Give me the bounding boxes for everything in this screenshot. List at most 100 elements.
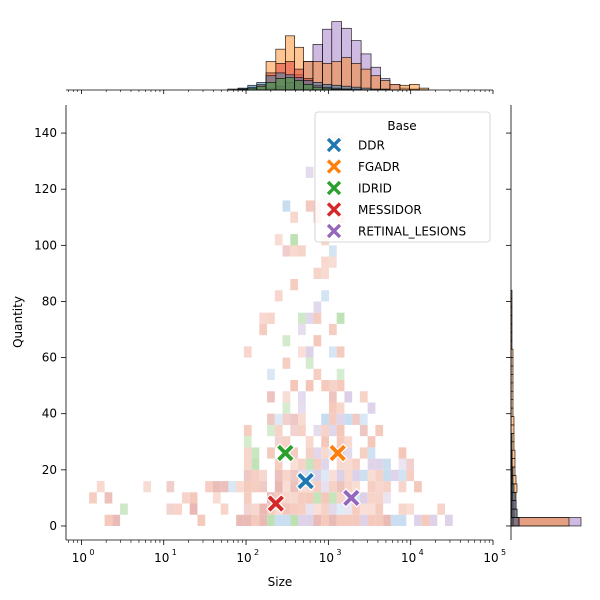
density-cell	[290, 380, 299, 392]
density-cell	[367, 469, 376, 482]
density-cell	[344, 481, 353, 493]
density-cell	[336, 514, 345, 526]
density-cell	[251, 458, 260, 470]
density-cell	[313, 447, 322, 459]
density-cell	[406, 469, 415, 482]
density-cell	[336, 492, 345, 504]
density-cell	[328, 256, 337, 268]
x-tick-exponent: 0	[89, 548, 94, 557]
density-cell	[328, 514, 337, 526]
density-cell	[429, 514, 438, 526]
density-cell	[212, 481, 221, 493]
density-cell	[290, 514, 299, 526]
density-cell	[282, 514, 291, 526]
density-cell	[267, 312, 275, 324]
density-cell	[220, 481, 229, 493]
x-tick-label: 10	[319, 551, 334, 565]
legend-label: IDRID	[358, 182, 392, 196]
density-cell	[298, 346, 306, 358]
density-cell	[336, 436, 345, 448]
density-cell	[305, 492, 314, 504]
density-cell	[313, 368, 322, 381]
y-tick-label: 80	[42, 294, 57, 308]
density-cell	[143, 481, 152, 493]
density-cell	[344, 514, 353, 526]
density-cell	[282, 481, 291, 493]
top-hist-bar	[360, 68, 372, 91]
x-tick-label: 10	[154, 551, 169, 565]
y-tick-label: 120	[34, 182, 57, 196]
density-cell	[328, 469, 337, 482]
right-hist-bar	[510, 416, 515, 426]
density-cell	[390, 469, 399, 482]
density-cell	[274, 413, 283, 425]
density-cell	[359, 469, 368, 482]
density-cell	[236, 514, 244, 526]
top-hist-bar	[294, 80, 304, 91]
top-hist-bar	[351, 63, 362, 91]
density-cell	[328, 447, 337, 459]
density-cell	[212, 492, 221, 504]
density-cell	[236, 481, 244, 493]
density-cell	[305, 380, 314, 392]
mean-marker-ddr	[295, 471, 316, 491]
density-cell	[336, 346, 345, 358]
density-cell	[120, 503, 128, 515]
x-tick-exponent: 3	[336, 548, 341, 557]
density-cell	[359, 413, 368, 425]
density-cell	[298, 323, 306, 336]
density-cell	[336, 424, 345, 437]
density-cell	[274, 469, 283, 482]
density-cell	[290, 492, 299, 504]
density-cell	[328, 503, 337, 515]
x-tick-label: 10	[483, 551, 498, 565]
y-tick-label: 60	[42, 351, 57, 365]
density-cell	[321, 424, 329, 437]
density-cell	[166, 503, 175, 515]
density-cell	[166, 481, 175, 493]
density-cell	[305, 514, 314, 526]
density-cell	[367, 402, 376, 414]
density-cell	[305, 458, 314, 470]
density-cell	[298, 503, 306, 515]
mean-marker-idrid	[275, 443, 296, 463]
density-cell	[305, 357, 314, 369]
x-tick-label: 10	[72, 551, 87, 565]
density-cell	[336, 458, 345, 470]
density-cell	[243, 458, 252, 470]
density-cell	[321, 256, 329, 268]
density-cell	[352, 413, 360, 425]
density-cell	[344, 413, 353, 425]
density-cell	[305, 200, 314, 212]
density-cell	[437, 503, 446, 515]
density-cell	[321, 503, 329, 515]
density-cell	[352, 514, 360, 526]
top-marginal-histogram	[227, 21, 430, 91]
density-cell	[282, 357, 291, 369]
density-cell	[313, 514, 322, 526]
density-cell	[298, 492, 306, 504]
density-cell	[321, 436, 329, 448]
top-hist-bar	[409, 84, 420, 91]
density-heatmap	[89, 133, 453, 526]
density-cell	[274, 290, 283, 302]
y-tick-label: 140	[34, 126, 57, 140]
density-cell	[406, 503, 415, 515]
density-cell	[274, 424, 283, 437]
x-tick-label: 10	[401, 551, 416, 565]
density-cell	[290, 447, 299, 459]
top-hist-bar	[312, 86, 323, 91]
density-cell	[112, 514, 121, 526]
legend-frame	[314, 111, 491, 243]
density-cell	[328, 424, 337, 437]
density-cell	[344, 503, 353, 515]
legend-marker	[325, 179, 343, 197]
density-cell	[344, 391, 353, 403]
density-cell	[367, 503, 376, 515]
density-cell	[328, 413, 337, 425]
density-cell	[367, 481, 376, 493]
density-cell	[336, 380, 345, 392]
density-cell	[313, 481, 322, 493]
density-cell	[251, 514, 260, 526]
